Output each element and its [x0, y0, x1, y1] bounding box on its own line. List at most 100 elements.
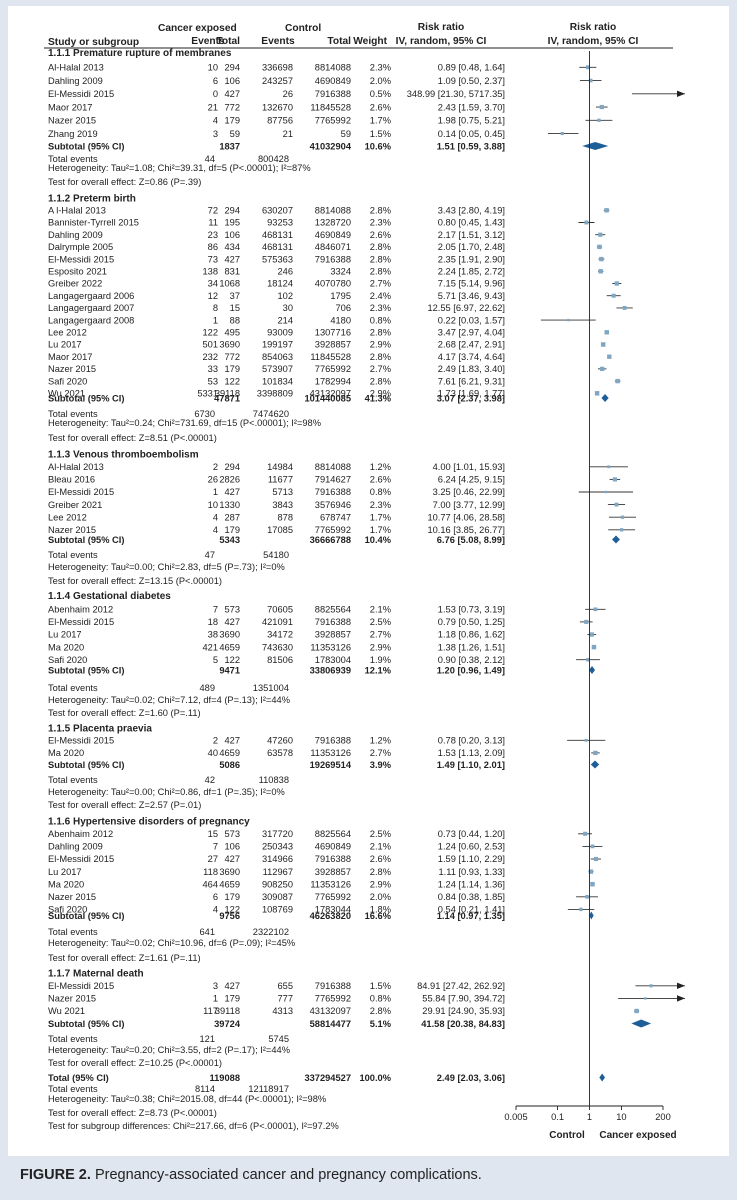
study-point-marker [607, 354, 612, 359]
study-name: El-Messidi 2015 [48, 854, 114, 864]
study-events-control: 14984 [267, 462, 293, 472]
study-risk-ratio-ci: 1.53 [1.13, 2.09] [438, 748, 505, 758]
study-weight: 2.4% [370, 291, 391, 301]
study-events-control: 17085 [267, 525, 293, 535]
study-weight: 2.3% [370, 218, 391, 228]
heterogeneity-text: Heterogeneity: Tau²=0.00; Chi²=0.86, df=… [48, 787, 285, 797]
study-total-control: 7916388 [315, 736, 351, 746]
study-point-marker [614, 281, 619, 286]
study-weight: 2.0% [370, 76, 391, 86]
study-name: Al-Halal 2013 [48, 462, 104, 472]
study-total-cancer: 427 [224, 736, 240, 746]
study-name: Al-Halal 2013 [48, 63, 104, 73]
total-diamond [599, 1073, 606, 1082]
study-point-marker [622, 305, 627, 310]
study-risk-ratio-ci: 3.43 [2.80, 4.19] [438, 206, 505, 216]
total-events-control: 54180 [263, 550, 289, 560]
heterogeneity-text: Heterogeneity: Tau²=0.02; Chi²=7.12, df=… [48, 695, 290, 705]
total-total-cancer: 119088 [209, 1073, 240, 1083]
study-name: Ma 2020 [48, 642, 84, 652]
study-total-control: 43132097 [310, 1006, 351, 1016]
study-name: Langagergaard 2008 [48, 315, 134, 325]
study-name: Zhang 2019 [48, 129, 98, 139]
study-events-control: 11677 [268, 475, 293, 485]
total-events-control: 800428 [258, 154, 289, 164]
study-weight: 2.6% [370, 475, 391, 485]
study-total-control: 8825564 [315, 829, 351, 839]
study-events-control: 34172 [267, 630, 293, 640]
subtotal-weight: 10.4% [365, 535, 392, 545]
total-events-label: Total events [48, 550, 98, 560]
subgroup-title: 1.1.2 Preterm birth [48, 194, 136, 205]
study-events-cancer: 5331 [197, 389, 218, 399]
study-point-marker [612, 477, 617, 482]
study-total-cancer: 122 [224, 376, 240, 386]
axis-label-control: Control [549, 1130, 585, 1141]
study-point-marker [599, 256, 604, 262]
header-control: Control [285, 23, 321, 34]
study-point-marker [584, 738, 588, 742]
study-total-control: 7916388 [315, 487, 351, 497]
study-events-cancer: 27 [208, 854, 218, 864]
study-ci-arrow [677, 90, 685, 98]
study-name: Esposito 2021 [48, 267, 107, 277]
study-total-cancer: 122 [224, 905, 240, 915]
total-events-cancer: 6730 [194, 409, 215, 419]
study-total-control: 59 [341, 129, 351, 139]
study-total-cancer: 4659 [219, 879, 240, 889]
study-weight: 0.8% [370, 315, 391, 325]
study-risk-ratio-ci: 7.00 [3.77, 12.99] [433, 500, 505, 510]
study-events-control: 70605 [267, 605, 293, 615]
subtotal-weight: 3.9% [370, 760, 392, 770]
study-events-cancer: 4 [213, 525, 218, 535]
study-point-marker [586, 657, 590, 662]
study-events-control: 3843 [272, 500, 293, 510]
study-name: Safi 2020 [48, 905, 87, 915]
subtotal-total-control: 58814477 [310, 1019, 351, 1029]
study-total-cancer: 831 [224, 267, 240, 277]
header-rr-text-sub: IV, random, 95% CI [396, 36, 487, 47]
x-axis-tick-label: 1 [587, 1112, 592, 1122]
study-risk-ratio-ci: 5.71 [3.46, 9.43] [438, 291, 505, 301]
study-events-cancer: 18 [208, 617, 218, 627]
study-total-control: 8814088 [315, 63, 351, 73]
study-point-marker [590, 881, 595, 887]
study-total-cancer: 294 [224, 462, 240, 472]
study-events-cancer: 117 [203, 1006, 218, 1016]
subtotal-risk-ratio-ci: 1.14 [0.97, 1.35] [437, 911, 505, 921]
study-weight: 2.3% [370, 63, 391, 73]
study-name: El-Messidi 2015 [48, 736, 114, 746]
study-name: El-Messidi 2015 [48, 254, 114, 264]
total-events-cancer: 47 [205, 550, 215, 560]
study-point-marker [599, 104, 604, 110]
study-events-control: 3398809 [257, 389, 293, 399]
study-name: Nazer 2015 [48, 525, 96, 535]
study-risk-ratio-ci: 2.17 [1.51, 3.12] [438, 230, 505, 240]
study-events-cancer: 5 [213, 655, 218, 665]
study-total-control: 1795 [330, 291, 351, 301]
study-point-marker [588, 869, 594, 874]
study-risk-ratio-ci: 0.89 [0.48, 1.64] [438, 63, 505, 73]
study-events-cancer: 73 [208, 254, 218, 264]
study-weight: 2.3% [370, 303, 391, 313]
study-events-cancer: 7 [213, 605, 218, 615]
study-name: El-Messidi 2015 [48, 487, 114, 497]
study-weight: 2.1% [370, 842, 391, 852]
study-total-cancer: 3690 [219, 340, 240, 350]
study-total-cancer: 39118 [215, 1006, 240, 1016]
x-axis-tick-label: 0.1 [551, 1112, 564, 1122]
study-total-cancer: 427 [224, 617, 240, 627]
study-risk-ratio-ci: 29.91 [24.90, 35.93] [422, 1006, 505, 1016]
study-risk-ratio-ci: 0.78 [0.20, 3.13] [438, 736, 505, 746]
study-weight: 1.7% [370, 512, 391, 522]
subtotal-total-control: 101440085 [304, 394, 351, 404]
subtotal-weight: 12.1% [365, 666, 392, 676]
study-risk-ratio-ci: 2.68 [2.47, 2.91] [438, 340, 505, 350]
subtotal-diamond [631, 1019, 652, 1028]
study-events-cancer: 0 [213, 89, 218, 99]
study-total-control: 4846071 [315, 242, 351, 252]
study-weight: 2.7% [370, 748, 391, 758]
study-total-control: 1307716 [315, 328, 351, 338]
study-weight: 2.7% [370, 279, 391, 289]
subtotal-label: Subtotal (95% CI) [48, 1019, 124, 1029]
